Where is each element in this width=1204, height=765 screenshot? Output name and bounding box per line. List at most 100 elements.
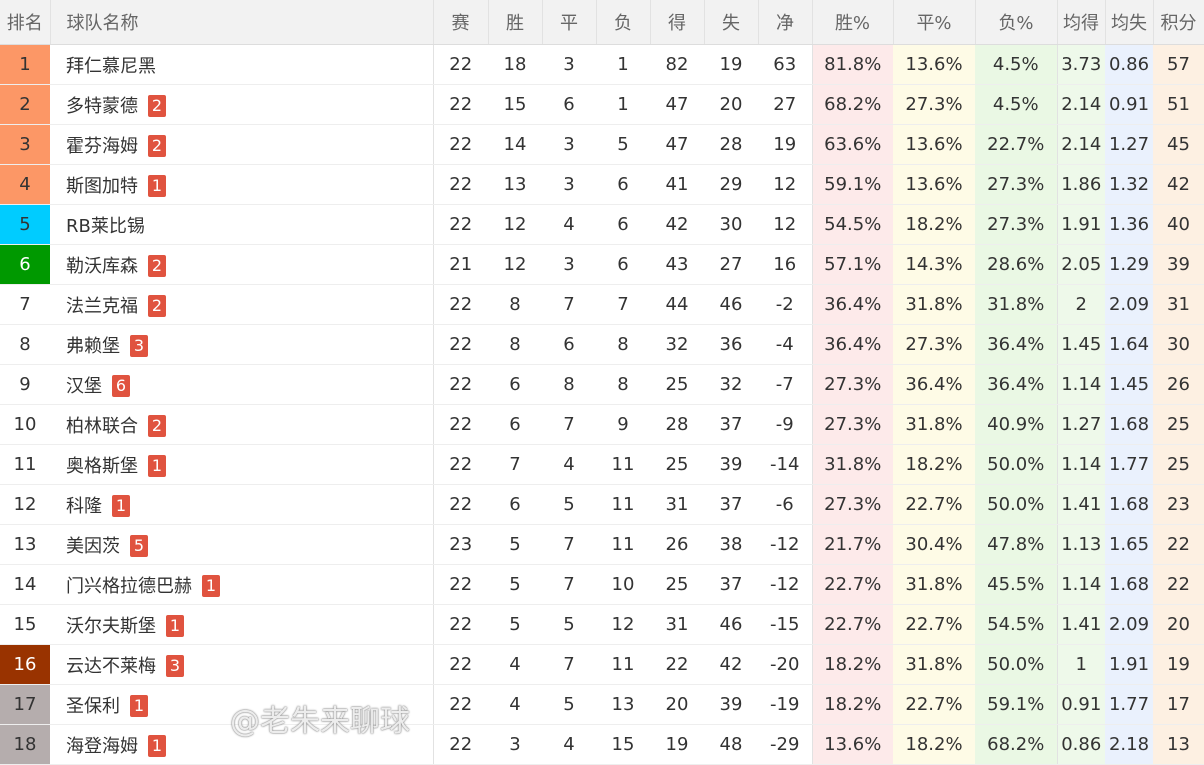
team-name[interactable]: 勒沃库森 — [66, 255, 138, 277]
team-cell[interactable]: 柏林联合 2 — [50, 404, 434, 445]
column-header[interactable]: 负 — [596, 0, 651, 45]
table-row[interactable]: 18 海登海姆 1 22 3 4 15 19 48 -29 13.6% 18.2% 68.2% 0.86 2… — [0, 724, 1204, 765]
column-header[interactable]: 净 — [758, 0, 813, 45]
team-name[interactable]: 美因茨 — [66, 535, 120, 557]
team-cell[interactable]: 拜仁慕尼黑 — [50, 44, 434, 85]
stat-cell: 22.7% — [893, 604, 975, 645]
table-row[interactable]: 13 美因茨 5 23 5 7 11 26 38 -12 21.7% 30.4% 47.8% 1.13 1.… — [0, 524, 1204, 565]
stat-cell: 50.0% — [975, 644, 1057, 685]
stat-cell: 5 — [542, 484, 596, 525]
team-cell[interactable]: RB莱比锡 — [50, 204, 434, 245]
stat-cell: 25 — [1153, 404, 1204, 445]
stat-cell: 18 — [488, 44, 542, 85]
team-cell[interactable]: 沃尔夫斯堡 1 — [50, 604, 434, 645]
team-name[interactable]: RB莱比锡 — [66, 215, 145, 237]
table-row[interactable]: 3 霍芬海姆 2 22 14 3 5 47 28 19 63.6% 13.6% 22.7% 2.14 1.2… — [0, 124, 1204, 165]
stat-cell: 7 — [488, 444, 542, 485]
team-name[interactable]: 圣保利 — [66, 695, 120, 717]
table-row[interactable]: 6 勒沃库森 2 21 12 3 6 43 27 16 57.1% 14.3% 28.6% 2.05 1.2… — [0, 244, 1204, 285]
column-header[interactable]: 负% — [975, 0, 1058, 45]
red-card-badge: 1 — [148, 734, 166, 757]
column-header[interactable]: 胜 — [488, 0, 543, 45]
team-name[interactable]: 多特蒙德 — [66, 95, 138, 117]
stat-cell: 1.14 — [1056, 364, 1105, 405]
table-row[interactable]: 11 奥格斯堡 1 22 7 4 11 25 39 -14 31.8% 18.2% 50.0% 1.14 1… — [0, 444, 1204, 485]
table-row[interactable]: 9 汉堡 6 22 6 8 8 25 32 -7 27.3% 36.4% 36.4% 1.14 1.45 26 — [0, 364, 1204, 405]
table-row[interactable]: 8 弗赖堡 3 22 8 6 8 32 36 -4 36.4% 27.3% 36.4% 1.45 1.64 3… — [0, 324, 1204, 365]
stat-cell: 3 — [542, 244, 596, 285]
stat-cell: 20 — [1153, 604, 1204, 645]
team-cell[interactable]: 法兰克福 2 — [50, 284, 434, 325]
team-name[interactable]: 霍芬海姆 — [66, 135, 138, 157]
team-cell[interactable]: 美因茨 5 — [50, 524, 434, 565]
team-cell[interactable]: 弗赖堡 3 — [50, 324, 434, 365]
team-cell[interactable]: 门兴格拉德巴赫 1 — [50, 564, 434, 605]
team-name[interactable]: 斯图加特 — [66, 175, 138, 197]
table-row[interactable]: 7 法兰克福 2 22 8 7 7 44 46 -2 36.4% 31.8% 31.8% 2 2.09 31 — [0, 284, 1204, 325]
team-name[interactable]: 奥格斯堡 — [66, 455, 138, 477]
team-name[interactable]: 柏林联合 — [66, 415, 138, 437]
team-cell[interactable]: 圣保利 1 — [50, 684, 434, 725]
column-header[interactable]: 均失 — [1105, 0, 1154, 45]
stat-cell: 0.91 — [1056, 684, 1105, 725]
team-cell[interactable]: 勒沃库森 2 — [50, 244, 434, 285]
column-header[interactable]: 球队名称 — [50, 0, 434, 45]
column-header[interactable]: 平% — [893, 0, 976, 45]
team-name[interactable]: 科隆 — [66, 495, 102, 517]
table-row[interactable]: 15 沃尔夫斯堡 1 22 5 5 12 31 46 -15 22.7% 22.7% 54.5% 1.41… — [0, 604, 1204, 645]
stat-cell: 4 — [542, 204, 596, 245]
stat-cell: 36.4% — [811, 284, 893, 325]
team-name[interactable]: 海登海姆 — [66, 735, 138, 757]
team-name[interactable]: 拜仁慕尼黑 — [66, 55, 156, 77]
stat-cell: 31.8% — [893, 404, 975, 445]
team-cell[interactable]: 汉堡 6 — [50, 364, 434, 405]
stat-cell: 18.2% — [893, 204, 975, 245]
team-cell[interactable]: 海登海姆 1 — [50, 724, 434, 765]
table-row[interactable]: 16 云达不莱梅 3 22 4 7 11 22 42 -20 18.2% 31.8% 50.0% 1 1.9… — [0, 644, 1204, 685]
team-cell[interactable]: 云达不莱梅 3 — [50, 644, 434, 685]
stat-cell: 30 — [704, 204, 758, 245]
team-name[interactable]: 云达不莱梅 — [66, 655, 156, 677]
stat-cell: 42 — [704, 644, 758, 685]
stat-cell: 22.7% — [975, 124, 1057, 165]
team-cell[interactable]: 斯图加特 1 — [50, 164, 434, 205]
column-header[interactable]: 排名 — [0, 0, 51, 45]
stat-cell: 1.86 — [1056, 164, 1105, 205]
stat-cell: -2 — [758, 284, 812, 325]
table-row[interactable]: 12 科隆 1 22 6 5 11 31 37 -6 27.3% 22.7% 50.0% 1.41 1.68… — [0, 484, 1204, 525]
column-header[interactable]: 得 — [650, 0, 705, 45]
column-header[interactable]: 失 — [704, 0, 759, 45]
table-row[interactable]: 2 多特蒙德 2 22 15 6 1 47 20 27 68.2% 27.3% 4.5% 2.14 0.91… — [0, 84, 1204, 125]
stat-cell: 5 — [542, 604, 596, 645]
column-header[interactable]: 赛 — [433, 0, 489, 45]
stat-cell: 27.3% — [811, 404, 893, 445]
table-row[interactable]: 4 斯图加特 1 22 13 3 6 41 29 12 59.1% 13.6% 27.3% 1.86 1.3… — [0, 164, 1204, 205]
stat-cell: 36.4% — [811, 324, 893, 365]
stat-cell: 5 — [488, 524, 542, 565]
team-cell[interactable]: 霍芬海姆 2 — [50, 124, 434, 165]
stat-cell: 3.73 — [1056, 44, 1105, 85]
stat-cell: 22 — [433, 44, 488, 85]
stat-cell: 1.41 — [1056, 604, 1105, 645]
column-header[interactable]: 胜% — [812, 0, 894, 45]
column-header[interactable]: 均得 — [1057, 0, 1106, 45]
team-cell[interactable]: 多特蒙德 2 — [50, 84, 434, 125]
table-row[interactable]: 17 圣保利 1 22 4 5 13 20 39 -19 18.2% 22.7% 59.1% 0.91 1.… — [0, 684, 1204, 725]
table-row[interactable]: 5 RB莱比锡 22 12 4 6 42 30 12 54.5% 18.2% 27.3% 1.91 1.3… — [0, 204, 1204, 245]
team-name[interactable]: 弗赖堡 — [66, 335, 120, 357]
team-name[interactable]: 门兴格拉德巴赫 — [66, 575, 192, 597]
table-row[interactable]: 1 拜仁慕尼黑 22 18 3 1 82 19 63 81.8% 13.6% 4.5% 3.73 0.86… — [0, 44, 1204, 85]
column-header[interactable]: 积分 — [1153, 0, 1204, 45]
table-row[interactable]: 10 柏林联合 2 22 6 7 9 28 37 -9 27.3% 31.8% 40.9% 1.27 1.6… — [0, 404, 1204, 445]
stat-cell: -12 — [758, 564, 812, 605]
team-name[interactable]: 汉堡 — [66, 375, 102, 397]
column-header[interactable]: 平 — [542, 0, 597, 45]
red-card-badge: 1 — [166, 614, 184, 637]
rank-cell: 17 — [0, 684, 50, 725]
team-name[interactable]: 法兰克福 — [66, 295, 138, 317]
team-cell[interactable]: 奥格斯堡 1 — [50, 444, 434, 485]
table-row[interactable]: 14 门兴格拉德巴赫 1 22 5 7 10 25 37 -12 22.7% 31.8% 45.5% 1.… — [0, 564, 1204, 605]
stat-cell: 25 — [1153, 444, 1204, 485]
team-name[interactable]: 沃尔夫斯堡 — [66, 615, 156, 637]
team-cell[interactable]: 科隆 1 — [50, 484, 434, 525]
